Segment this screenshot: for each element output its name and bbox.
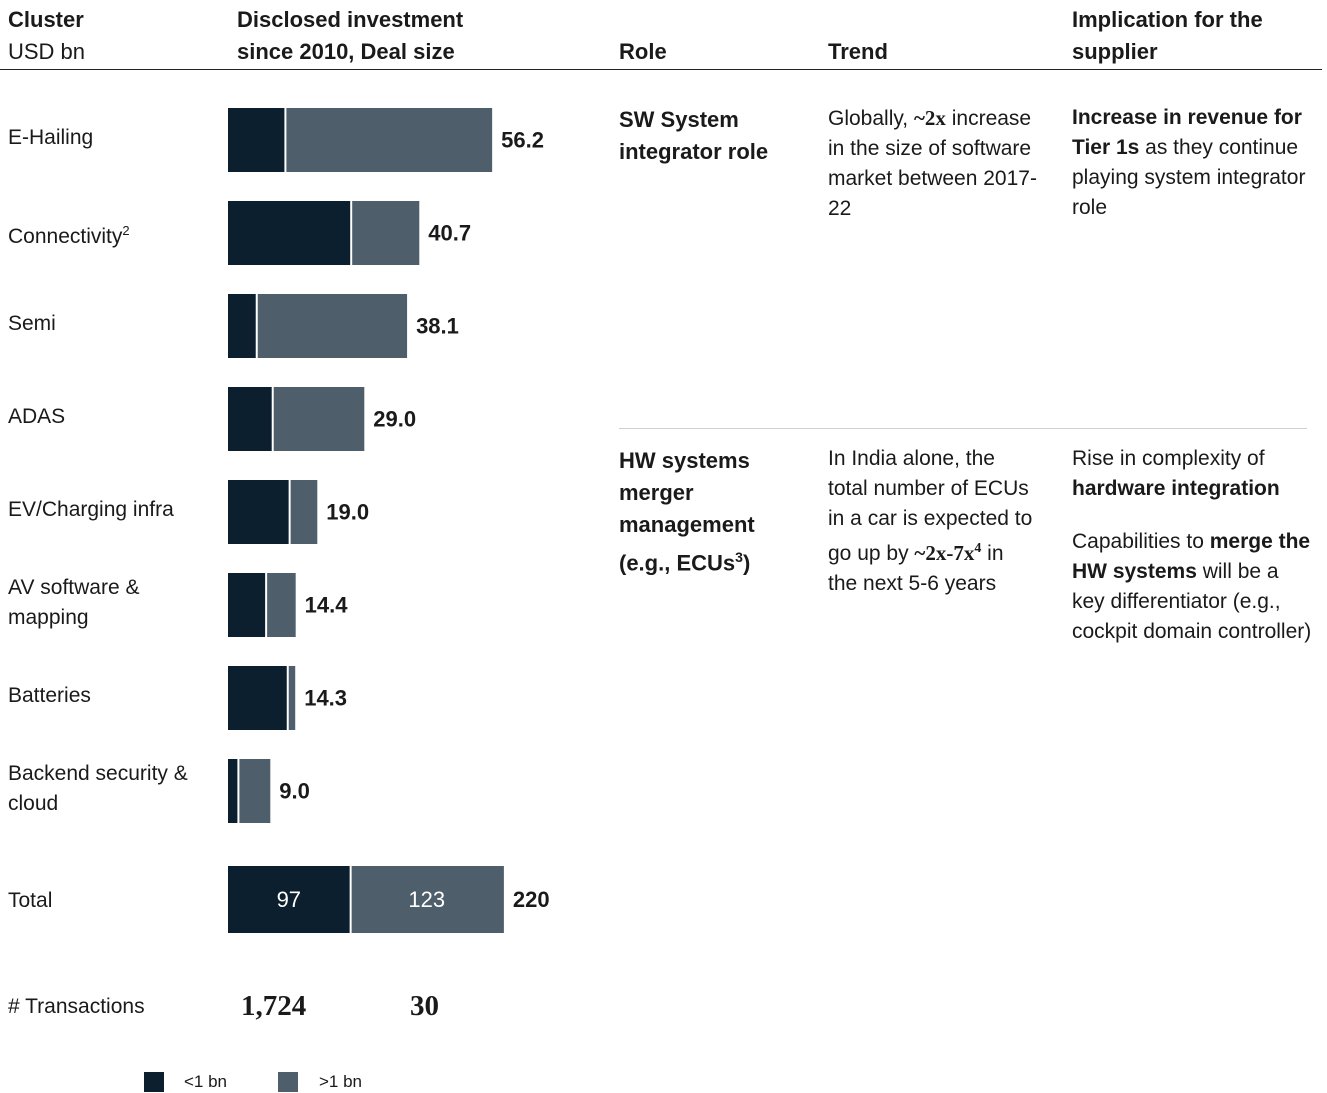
transactions-large-deals: 30: [410, 990, 439, 1022]
category-label-batteries: Batteries: [8, 684, 91, 707]
investment-bar-chart: 56.2 40.7 38.1 29.0 19.0 14.4 14.3 9.0 97 123 220: [228, 108, 550, 933]
legend-swatch-small: [144, 1072, 164, 1092]
trend-software-market: Globally, ~2x increase in the size of so…: [828, 106, 1037, 220]
category-label-e-hailing: E-Hailing: [8, 126, 94, 149]
bar-total-label-7: 9.0: [279, 779, 310, 804]
total-small-value-label: 97: [277, 887, 301, 912]
bar-large-deals-6: [288, 666, 296, 730]
bar-total-label-6: 14.3: [304, 686, 347, 711]
legend-label-small: <1 bn: [184, 1072, 228, 1091]
bar-small-deals-5: [228, 573, 266, 637]
bar-total-label-1: 40.7: [428, 221, 471, 246]
implication-header-line2: supplier: [1072, 39, 1158, 64]
bar-small-deals-1: [228, 201, 351, 265]
trend-header: Trend: [828, 39, 888, 64]
total-large-value-label: 123: [408, 887, 445, 912]
bar-large-deals-4: [290, 480, 318, 544]
category-label-connectivity: Connectivity2: [8, 223, 130, 248]
bar-small-deals-7: [228, 759, 238, 823]
total-bar-small-deals: [228, 866, 350, 933]
transactions-small-deals: 1,724: [241, 990, 307, 1022]
bar-total-label-5: 14.4: [305, 593, 349, 618]
bar-large-deals-2: [257, 294, 408, 358]
bar-total-label-4: 19.0: [326, 500, 369, 525]
category-label-backend-security: Backend security & cloud: [8, 762, 188, 815]
role-sw-system-integrator: SW System integrator role: [619, 107, 769, 164]
category-label-adas: ADAS: [8, 405, 66, 428]
bar-small-deals-6: [228, 666, 287, 730]
bar-small-deals-4: [228, 480, 289, 544]
legend-swatch-large: [278, 1072, 298, 1092]
row-divider: [619, 428, 1307, 429]
implication-merge-differentiator: Capabilities to merge the HW systems wil…: [1072, 530, 1312, 643]
cluster-header: Cluster: [8, 7, 84, 32]
total-value-label: 220: [513, 887, 550, 912]
bar-small-deals-3: [228, 387, 272, 451]
implication-revenue-increase: Increase in revenue for Tier 1s as they …: [1072, 106, 1306, 219]
legend-label-large: >1 bn: [319, 1072, 363, 1091]
bar-total-label-0: 56.2: [501, 128, 544, 153]
category-label-ev-charging: EV/Charging infra: [8, 498, 174, 521]
bar-large-deals-5: [267, 573, 296, 637]
implication-hardware-complexity: Rise in complexity of hardware integrati…: [1072, 447, 1280, 500]
bar-total-label-2: 38.1: [416, 314, 459, 339]
category-label-total: Total: [8, 889, 53, 912]
role-hw-systems-merger: HW systems merger management (e.g., ECUs…: [619, 448, 755, 576]
unit-label: USD bn: [8, 39, 86, 64]
investment-header-line1: Disclosed investment: [237, 7, 464, 32]
bar-large-deals-7: [239, 759, 271, 823]
bar-total-label-3: 29.0: [373, 407, 416, 432]
implication-header-line1: Implication for the: [1072, 7, 1263, 32]
bar-large-deals-0: [286, 108, 493, 172]
header-rule: [0, 69, 1322, 70]
bar-large-deals-3: [273, 387, 365, 451]
category-label-semi: Semi: [8, 312, 56, 335]
role-header: Role: [619, 39, 667, 64]
bar-small-deals-2: [228, 294, 256, 358]
bar-large-deals-1: [352, 201, 420, 265]
transactions-label: # Transactions: [8, 995, 145, 1018]
category-label-av-software: AV software & mapping: [8, 576, 140, 629]
trend-ecu-increase: In India alone, the total number of ECUs…: [828, 447, 1033, 595]
bar-small-deals-0: [228, 108, 285, 172]
total-bar-large-deals: [351, 866, 504, 933]
investment-header-line2: since 2010, Deal size: [237, 39, 455, 64]
